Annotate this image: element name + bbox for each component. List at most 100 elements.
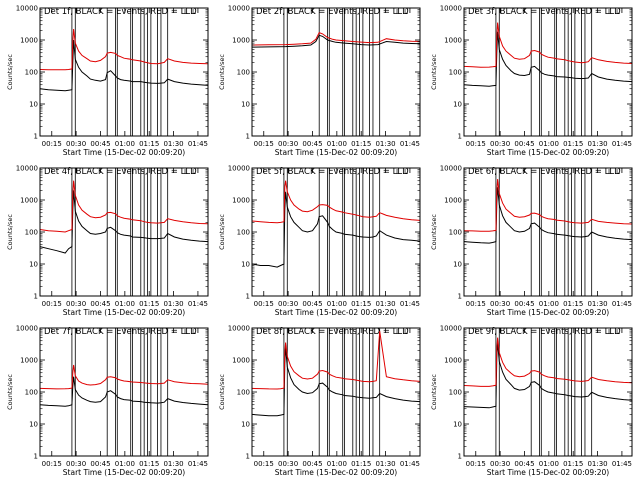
x-axis-label: Start Time (15-Dec-02 00:09:20) — [275, 148, 397, 157]
y-tick-label: 1 — [246, 293, 250, 301]
x-tick-label: 01:00 — [115, 300, 135, 308]
x-tick-label: 01:30 — [375, 300, 395, 308]
y-axis-label: Counts/sec — [218, 54, 226, 90]
series-lld-red — [39, 364, 209, 390]
x-tick-label: 01:15 — [351, 140, 371, 148]
series-lld-red — [251, 331, 421, 390]
x-tick-label: 00:45 — [90, 460, 110, 468]
y-axis-label: Counts/sec — [218, 214, 226, 250]
y-tick-label: 1 — [34, 133, 38, 141]
x-tick-label: 00:15 — [254, 140, 274, 148]
x-tick-label: 01:30 — [587, 300, 607, 308]
x-tick-label: 01:15 — [563, 300, 583, 308]
y-tick-label: 100 — [25, 229, 38, 237]
legend-mark: L — [608, 168, 612, 176]
panel-title: Det 5f, BLACK = Events, RED = LLD — [256, 167, 409, 177]
series-lld-red — [463, 22, 633, 68]
x-tick-label: 01:00 — [115, 460, 135, 468]
x-tick-label: 01:15 — [351, 300, 371, 308]
y-tick-label: 10000 — [228, 5, 250, 13]
panel-title: Det 2f, BLACK = Events, RED = LLD — [256, 7, 409, 17]
legend-mark: L — [192, 168, 196, 176]
series-events-black — [251, 191, 421, 268]
legend-mark: L — [404, 168, 408, 176]
x-tick-label: 00:45 — [302, 300, 322, 308]
y-tick-label: 1 — [246, 133, 250, 141]
x-tick-label: 01:00 — [327, 460, 347, 468]
panel-title: Det 3f, BLACK = Events, RED = LLD — [468, 7, 621, 17]
y-axis-label: Counts/sec — [6, 374, 14, 410]
y-tick-label: 10 — [241, 261, 250, 269]
x-tick-label: 01:30 — [587, 460, 607, 468]
y-tick-label: 100 — [237, 389, 250, 397]
x-axis-label: Start Time (15-Dec-02 00:09:20) — [63, 308, 185, 317]
x-tick-label: 00:45 — [302, 140, 322, 148]
y-tick-label: 1 — [34, 453, 38, 461]
y-tick-label: 1 — [458, 453, 462, 461]
x-tick-label: 01:15 — [563, 460, 583, 468]
x-axis-label: Start Time (15-Dec-02 00:09:20) — [275, 308, 397, 317]
legend-mark: L — [608, 8, 612, 16]
y-tick-label: 10000 — [16, 325, 38, 333]
x-tick-label: 01:45 — [188, 300, 208, 308]
series-lld-red — [39, 180, 209, 233]
y-tick-label: 1000 — [232, 37, 250, 45]
x-tick-label: 00:45 — [514, 140, 534, 148]
y-tick-label: 10 — [453, 261, 462, 269]
legend-mark: L — [184, 168, 188, 176]
legend-mark: L — [404, 328, 408, 336]
y-tick-label: 10 — [241, 421, 250, 429]
x-tick-label: 00:15 — [254, 460, 274, 468]
series-lld-red — [463, 337, 633, 387]
x-tick-label: 01:45 — [612, 300, 632, 308]
x-tick-label: 01:45 — [400, 460, 420, 468]
y-tick-label: 1000 — [444, 197, 462, 205]
x-tick-label: 01:15 — [351, 460, 371, 468]
y-tick-label: 100 — [25, 69, 38, 77]
x-tick-label: 01:15 — [139, 140, 159, 148]
x-tick-label: 01:30 — [375, 140, 395, 148]
y-tick-label: 10000 — [16, 5, 38, 13]
x-axis-label: Start Time (15-Dec-02 00:09:20) — [487, 148, 609, 157]
panel-title: Det 9f, BLACK = Events, RED = LLD — [468, 327, 621, 337]
y-axis-label: Counts/sec — [6, 54, 14, 90]
x-tick-label: 01:00 — [327, 140, 347, 148]
y-tick-label: 1000 — [20, 197, 38, 205]
x-tick-label: 00:15 — [42, 460, 62, 468]
legend-mark: L — [192, 8, 196, 16]
legend-mark: L — [396, 8, 400, 16]
y-axis-label: Counts/sec — [430, 374, 438, 410]
y-axis-label: Counts/sec — [6, 214, 14, 250]
y-tick-label: 10000 — [228, 165, 250, 173]
y-tick-label: 1000 — [232, 197, 250, 205]
panel-title: Det 8f, BLACK = Events, RED = LLD — [256, 327, 409, 337]
legend-mark: L — [184, 8, 188, 16]
legend-mark: L — [608, 328, 612, 336]
x-tick-label: 00:30 — [278, 460, 298, 468]
x-tick-label: 00:30 — [278, 300, 298, 308]
x-tick-label: 01:00 — [539, 460, 559, 468]
x-tick-label: 00:30 — [490, 300, 510, 308]
series-lld-red — [463, 179, 633, 232]
x-tick-label: 01:30 — [163, 140, 183, 148]
x-tick-label: 00:15 — [466, 460, 486, 468]
y-tick-label: 10000 — [228, 325, 250, 333]
y-tick-label: 100 — [237, 229, 250, 237]
x-tick-label: 00:45 — [514, 300, 534, 308]
legend-mark: L — [616, 328, 620, 336]
series-events-black — [251, 34, 421, 48]
y-tick-label: 1000 — [20, 37, 38, 45]
x-tick-label: 01:30 — [163, 460, 183, 468]
x-tick-label: 01:45 — [400, 140, 420, 148]
x-tick-label: 01:00 — [115, 140, 135, 148]
y-tick-label: 1000 — [444, 37, 462, 45]
y-tick-label: 1000 — [20, 357, 38, 365]
